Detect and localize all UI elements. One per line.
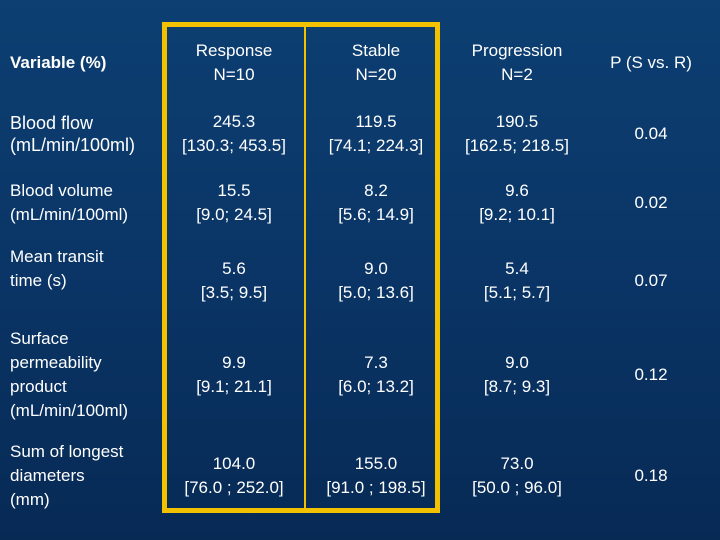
table-row: Blood flow (mL/min/100ml) 245.3 [130.3; …	[6, 100, 714, 168]
stable-cell: 119.5 [74.1; 224.3]	[306, 100, 446, 168]
response-cell: 15.5 [9.0; 24.5]	[162, 168, 306, 238]
stable-range: [6.0; 13.2]	[338, 377, 414, 396]
stable-range: [5.0; 13.6]	[338, 283, 414, 302]
progression-median: 190.5	[495, 112, 539, 131]
table-row: Sum of longest diameters (mm) 104.0 [76.…	[6, 426, 714, 526]
header-response-label: Response	[195, 41, 273, 60]
header-stable: Stable N=20	[306, 26, 446, 100]
progression-median: 9.6	[505, 181, 529, 200]
response-cell: 104.0 [76.0 ; 252.0]	[162, 426, 306, 526]
progression-median: 73.0	[500, 454, 534, 473]
blood-volume-label: Blood volume (mL/min/100ml)	[10, 181, 129, 224]
response-median: 5.6	[222, 259, 246, 278]
header-response-n: N=10	[213, 65, 255, 84]
header-response: Response N=10	[162, 26, 306, 100]
sum-longest-diameters-label: Sum of longest diameters (mm)	[10, 442, 124, 509]
p-value-cell: 0.12	[634, 365, 668, 384]
header-stable-n: N=20	[355, 65, 397, 84]
response-range: [130.3; 453.5]	[182, 136, 286, 155]
response-median: 104.0	[212, 454, 256, 473]
mean-transit-time-label: Mean transit time (s)	[10, 247, 104, 290]
row-variable-label: Sum of longest diameters (mm)	[6, 426, 162, 526]
header-progression-label: Progression	[471, 41, 563, 60]
response-median: 9.9	[222, 353, 246, 372]
table-row: Surface permeability product (mL/min/100…	[6, 324, 714, 426]
response-range: [76.0 ; 252.0]	[184, 478, 284, 497]
row-variable-label: Surface permeability product (mL/min/100…	[6, 324, 162, 426]
stable-median: 7.3	[364, 353, 388, 372]
progression-range: [50.0 ; 96.0]	[472, 478, 562, 497]
p-value-cell: 0.02	[634, 193, 668, 212]
progression-cell: 5.4 [5.1; 5.7]	[446, 238, 588, 324]
response-range: [9.0; 24.5]	[196, 205, 272, 224]
stable-cell: 8.2 [5.6; 14.9]	[306, 168, 446, 238]
progression-range: [8.7; 9.3]	[483, 377, 551, 396]
progression-range: [9.2; 10.1]	[479, 205, 555, 224]
progression-range: [162.5; 218.5]	[465, 136, 569, 155]
p-value-cell: 0.04	[634, 124, 668, 143]
header-stable-label: Stable	[351, 41, 401, 60]
header-variable: Variable (%)	[10, 53, 107, 72]
results-table: Variable (%) Response N=10 Stable N=20 P…	[6, 26, 714, 526]
stable-median: 9.0	[364, 259, 388, 278]
progression-range: [5.1; 5.7]	[483, 283, 551, 302]
header-progression-n: N=2	[501, 65, 533, 84]
response-median: 15.5	[217, 181, 251, 200]
progression-cell: 9.0 [8.7; 9.3]	[446, 324, 588, 426]
progression-cell: 190.5 [162.5; 218.5]	[446, 100, 588, 168]
response-cell: 245.3 [130.3; 453.5]	[162, 100, 306, 168]
p-value-cell: 0.07	[634, 271, 668, 290]
stable-median: 155.0	[354, 454, 398, 473]
stable-range: [5.6; 14.9]	[338, 205, 414, 224]
response-cell: 5.6 [3.5; 9.5]	[162, 238, 306, 324]
row-variable-label: Blood volume (mL/min/100ml)	[6, 168, 162, 238]
response-range: [3.5; 9.5]	[200, 283, 268, 302]
stable-range: [91.0 ; 198.5]	[326, 478, 426, 497]
p-value-cell: 0.18	[634, 466, 668, 485]
stable-cell: 9.0 [5.0; 13.6]	[306, 238, 446, 324]
stable-median: 8.2	[364, 181, 388, 200]
table-row: Mean transit time (s) 5.6 [3.5; 9.5] 9.0…	[6, 238, 714, 324]
response-median: 245.3	[212, 112, 256, 131]
stable-range: [74.1; 224.3]	[328, 136, 424, 155]
table-header-row: Variable (%) Response N=10 Stable N=20 P…	[6, 26, 714, 100]
progression-cell: 9.6 [9.2; 10.1]	[446, 168, 588, 238]
stable-cell: 7.3 [6.0; 13.2]	[306, 324, 446, 426]
progression-median: 5.4	[505, 259, 529, 278]
progression-cell: 73.0 [50.0 ; 96.0]	[446, 426, 588, 526]
table-row: Blood volume (mL/min/100ml) 15.5 [9.0; 2…	[6, 168, 714, 238]
response-range: [9.1; 21.1]	[196, 377, 272, 396]
header-p-value: P (S vs. R)	[610, 53, 692, 72]
header-progression: Progression N=2	[446, 26, 588, 100]
response-cell: 9.9 [9.1; 21.1]	[162, 324, 306, 426]
stable-cell: 155.0 [91.0 ; 198.5]	[306, 426, 446, 526]
row-variable-label: Mean transit time (s)	[6, 238, 162, 324]
surface-permeability-label: Surface permeability product (mL/min/100…	[10, 329, 129, 420]
blood-flow-label: Blood flow (mL/min/100ml)	[10, 113, 136, 155]
stable-median: 119.5	[355, 112, 397, 131]
row-variable-label: Blood flow (mL/min/100ml)	[6, 100, 162, 168]
progression-median: 9.0	[505, 353, 529, 372]
